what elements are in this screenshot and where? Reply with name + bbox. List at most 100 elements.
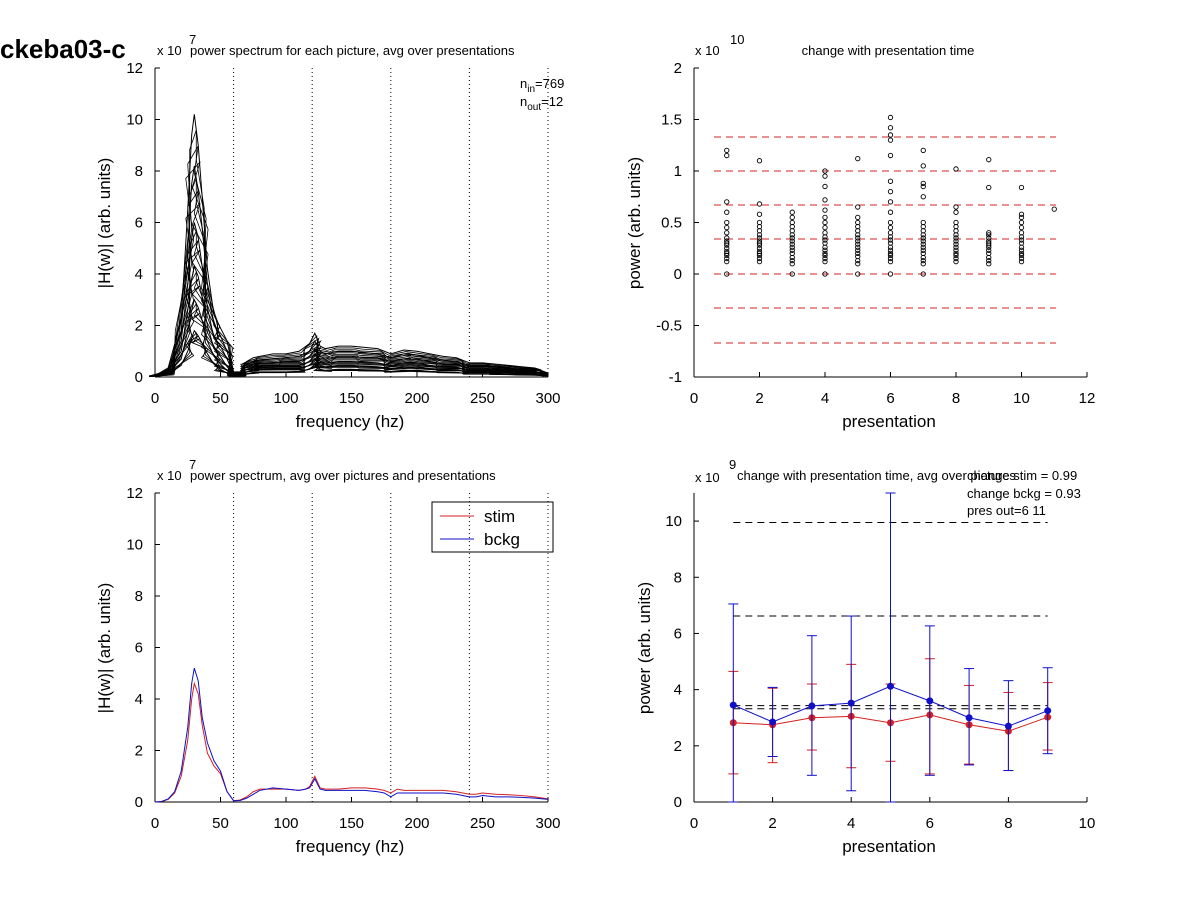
p1-data-point — [789, 247, 795, 253]
p1-data-point — [724, 255, 730, 262]
p1-data-point — [920, 271, 926, 277]
p3-x-tick-label: 4 — [847, 815, 855, 832]
p1-data-point — [789, 219, 795, 226]
p1-data-point — [724, 230, 730, 236]
p1-data-point — [822, 183, 828, 190]
p1-data-point — [822, 219, 828, 226]
p1-data-point — [887, 240, 894, 246]
p1-data-point — [822, 252, 828, 259]
p1-data-point — [953, 209, 959, 215]
p2-legend-box — [431, 501, 554, 553]
p1-data-point — [887, 230, 894, 236]
p1-data-point — [887, 247, 894, 253]
p1-data-point — [822, 207, 828, 213]
p1-data-point — [887, 188, 894, 195]
p1-data-point — [855, 238, 861, 244]
p1-data-point — [1018, 219, 1025, 226]
p1-data-point — [920, 219, 926, 226]
p1-data-point — [920, 183, 926, 190]
p0-y-tick-label: 0 — [135, 369, 143, 386]
p1-data-point — [986, 247, 992, 253]
p1-data-point — [887, 178, 894, 184]
p1-data-point — [789, 214, 795, 221]
p1-x-tick-label: 4 — [821, 390, 829, 407]
p0-y-tick-label: 6 — [135, 215, 143, 232]
p1-x-tick-label: 12 — [1079, 390, 1096, 407]
p1-data-point — [724, 199, 730, 205]
p1-data-point — [789, 244, 795, 250]
p1-data-point — [724, 258, 730, 265]
p1-data-point — [822, 214, 828, 221]
p1-data-point — [887, 255, 894, 262]
p0-y-tick-label: 2 — [135, 318, 143, 335]
p1-data-point — [822, 197, 828, 203]
p3-annotation-bckg: change bckg = 0.93 — [967, 486, 1081, 501]
p3-y-tick-label: 6 — [674, 625, 682, 642]
p1-data-point — [986, 257, 992, 264]
p1-data-point — [855, 247, 861, 253]
p2-y-tick-label: 4 — [135, 691, 143, 708]
p1-y-tick-label: 0.5 — [661, 215, 682, 232]
p1-data-point — [756, 248, 763, 254]
p0-y-tick-label: 10 — [126, 112, 143, 129]
p1-data-point — [953, 258, 959, 265]
p1-data-point — [986, 232, 992, 238]
p1-data-point — [953, 244, 959, 250]
p1-data-point — [789, 241, 795, 247]
p1-data-point — [887, 199, 894, 205]
p3-annotation-pres-out: pres out=6 11 — [967, 503, 1046, 518]
p1-data-point — [920, 247, 926, 253]
p1-data-point — [789, 209, 795, 215]
p2-series-bckg-line — [154, 667, 549, 803]
p2-y-tick-label: 12 — [126, 485, 143, 502]
p1-data-point — [953, 238, 959, 244]
p1-data-point — [986, 184, 992, 191]
p1-data-point — [724, 209, 730, 215]
p3-y-tick-label: 8 — [674, 569, 682, 586]
p1-data-point — [855, 235, 861, 241]
p0-ylabel: |H(w)| (arb. units) — [95, 158, 114, 289]
p2-y-tick-label: 2 — [135, 743, 143, 760]
p1-data-point — [822, 168, 828, 174]
p1-data-point — [986, 261, 992, 267]
p1-data-point — [756, 238, 763, 244]
p1-data-point — [953, 250, 959, 257]
p3-title: change with presentation time, avg over … — [737, 468, 1016, 483]
p1-x-tick-label: 0 — [690, 390, 698, 407]
p1-data-point — [1018, 258, 1025, 265]
p2-y-tick-label: 6 — [135, 640, 143, 657]
p1-data-point — [887, 132, 894, 138]
p1-data-point — [822, 230, 828, 236]
p3-x-tick-label: 10 — [1079, 815, 1096, 832]
p0-x-tick-label: 0 — [151, 390, 159, 407]
p1-data-point — [756, 250, 763, 257]
p2-series-stim-line — [154, 681, 549, 803]
p1-data-point — [822, 247, 828, 253]
p0-exponent-prefix: x 10 — [157, 43, 182, 58]
p1-data-point — [855, 155, 861, 162]
p1-data-point — [756, 201, 763, 207]
p0-x-tick-label: 100 — [273, 390, 298, 407]
p0-x-tick-label: 200 — [404, 390, 429, 407]
p2-legend-stim-label: stim — [484, 507, 515, 526]
p1-x-tick-label: 8 — [952, 390, 960, 407]
p1-data-point — [920, 180, 926, 187]
p3-x-tick-label: 2 — [768, 815, 776, 832]
p1-data-point — [756, 219, 763, 226]
p1-ylabel: power (arb. units) — [625, 157, 644, 289]
p1-data-point — [822, 224, 828, 231]
p1-data-point — [1018, 240, 1025, 246]
p3-y-tick-label: 10 — [665, 513, 682, 530]
p2-exponent-prefix: x 10 — [157, 468, 182, 483]
p1-data-point — [1018, 255, 1025, 262]
p2-y-tick-label: 10 — [126, 537, 143, 554]
p1-data-point — [1018, 252, 1025, 259]
p0-y-tick-label: 12 — [126, 60, 143, 77]
p1-data-point — [953, 219, 959, 226]
p1-data-point — [986, 240, 992, 246]
p0-x-tick-label: 300 — [535, 390, 560, 407]
p1-data-point — [920, 235, 926, 241]
p1-data-point — [724, 235, 730, 241]
p1-data-point — [724, 152, 730, 159]
p3-bckg-marker — [926, 697, 934, 705]
